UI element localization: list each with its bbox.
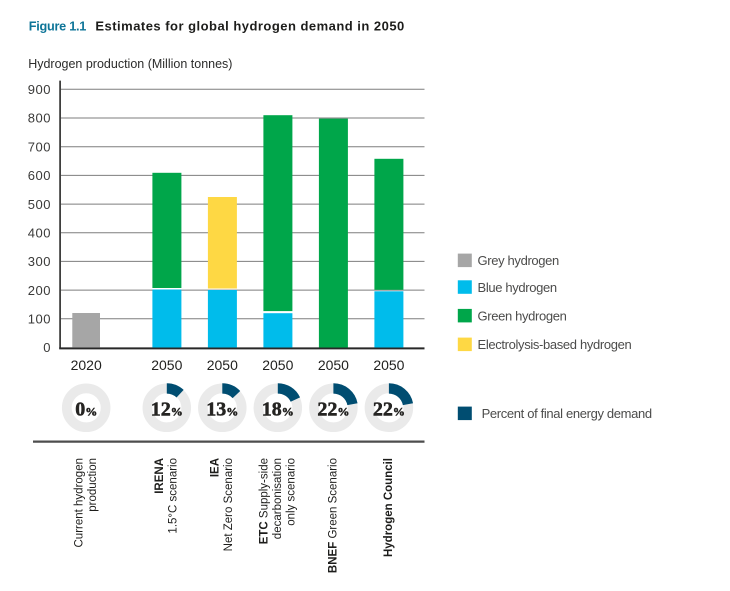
svg-text:2050: 2050 xyxy=(151,357,182,373)
svg-text:2050: 2050 xyxy=(262,357,293,373)
svg-text:Green hydrogen: Green hydrogen xyxy=(478,308,567,323)
svg-text:600: 600 xyxy=(28,168,51,183)
svg-text:Grey hydrogen: Grey hydrogen xyxy=(478,253,560,268)
svg-text:22%: 22% xyxy=(373,399,405,421)
svg-text:0: 0 xyxy=(43,340,51,355)
svg-text:Hydrogen Council: Hydrogen Council xyxy=(383,458,395,557)
svg-text:2050: 2050 xyxy=(373,357,404,373)
svg-text:13%: 13% xyxy=(206,399,238,421)
svg-text:900: 900 xyxy=(28,82,51,97)
svg-text:0%: 0% xyxy=(75,399,97,421)
svg-text:22%: 22% xyxy=(317,399,349,421)
svg-text:Hydrogen production (Million t: Hydrogen production (Million tonnes) xyxy=(28,57,232,71)
svg-text:400: 400 xyxy=(28,225,51,240)
svg-text:Figure 1.1: Figure 1.1 xyxy=(29,20,87,34)
svg-text:700: 700 xyxy=(28,139,51,154)
svg-text:2020: 2020 xyxy=(71,357,102,373)
svg-text:300: 300 xyxy=(28,254,51,269)
svg-text:18%: 18% xyxy=(262,399,294,421)
svg-text:Percent of final energy demand: Percent of final energy demand xyxy=(482,406,652,421)
svg-text:500: 500 xyxy=(28,197,51,212)
svg-text:BNEF Green Scenario: BNEF Green Scenario xyxy=(327,458,339,573)
svg-text:100: 100 xyxy=(28,312,51,327)
svg-text:2050: 2050 xyxy=(318,357,349,373)
svg-text:Electrolysis-based hydrogen: Electrolysis-based hydrogen xyxy=(478,337,632,352)
svg-text:800: 800 xyxy=(28,111,51,126)
svg-text:2050: 2050 xyxy=(207,357,238,373)
svg-text:200: 200 xyxy=(28,283,51,298)
svg-text:12%: 12% xyxy=(151,399,183,421)
svg-text:Estimates for global hydrogen: Estimates for global hydrogen demand in … xyxy=(95,19,404,34)
svg-text:Blue hydrogen: Blue hydrogen xyxy=(478,280,557,295)
